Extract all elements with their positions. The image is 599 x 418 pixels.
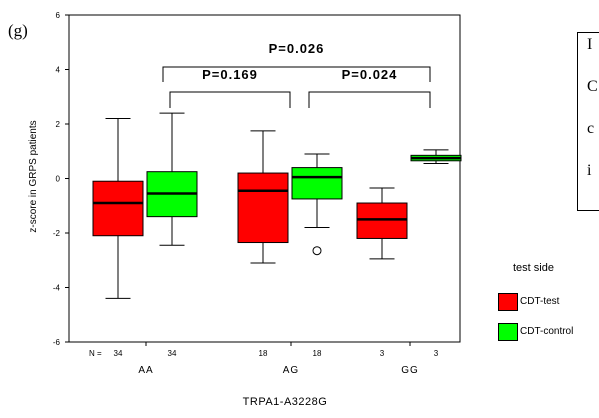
category-label: GG xyxy=(401,365,419,376)
p-value-label: P=0.026 xyxy=(269,41,325,56)
n-prefix: N = xyxy=(89,349,102,358)
legend-label: CDT-test xyxy=(520,296,560,307)
x-axis-label: TRPA1-A3228G xyxy=(242,396,328,408)
category-label: AG xyxy=(283,365,299,376)
n-label: 34 xyxy=(114,349,123,358)
y-tick-label: -6 xyxy=(53,338,61,347)
outlier-point xyxy=(312,246,322,256)
box-ag-control xyxy=(291,167,343,200)
p-value-label: P=0.169 xyxy=(202,67,258,82)
legend-swatch-red xyxy=(498,293,518,311)
side-box-line: i xyxy=(587,162,592,179)
n-label: 18 xyxy=(313,349,322,358)
n-label: 34 xyxy=(168,349,177,358)
comparison-bracket xyxy=(169,91,291,108)
y-tick-label: -2 xyxy=(53,229,61,238)
box-gg-test xyxy=(356,202,408,239)
y-tick-label: 2 xyxy=(56,120,61,129)
legend-title: test side xyxy=(513,262,554,274)
y-axis-label: z-score in GRPS patients xyxy=(28,120,39,232)
legend-swatch-green xyxy=(498,323,518,341)
y-tick-label: 0 xyxy=(56,175,61,184)
cropped-side-text-box: I C c i xyxy=(577,32,599,211)
comparison-bracket xyxy=(162,66,431,82)
panel-label: (g) xyxy=(8,21,28,40)
category-label: AA xyxy=(138,365,153,376)
n-label: 3 xyxy=(380,349,385,358)
legend-label: CDT-control xyxy=(520,326,574,337)
n-label: 18 xyxy=(259,349,268,358)
y-tick-label: -4 xyxy=(53,284,61,293)
box-ag-test xyxy=(237,172,289,244)
side-box-line: C xyxy=(587,78,598,95)
y-tick-label: 4 xyxy=(56,66,61,75)
side-box-line: c xyxy=(587,120,595,137)
box-aa-test xyxy=(92,180,144,237)
comparison-bracket xyxy=(308,91,431,108)
p-value-label: P=0.024 xyxy=(342,67,398,82)
y-tick-label: 6 xyxy=(56,11,61,20)
side-box-line: I xyxy=(587,36,593,53)
n-label: 3 xyxy=(434,349,439,358)
